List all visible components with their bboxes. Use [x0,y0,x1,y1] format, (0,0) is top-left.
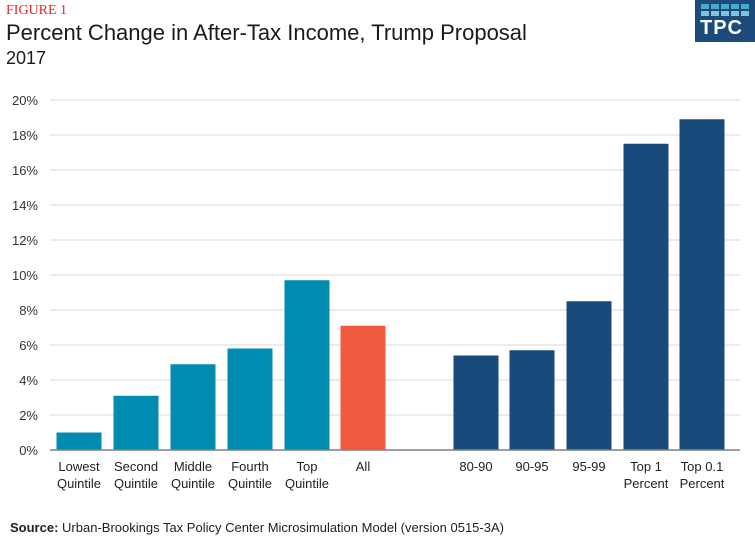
x-tick-label: Percent [680,476,725,491]
figure-label: FIGURE 1 [6,3,68,18]
bar [170,364,216,450]
x-tick-label: Quintile [57,476,101,491]
y-tick-label: 10% [12,268,38,283]
y-tick-label: 14% [12,198,38,213]
x-tick-label: Top 1 [630,459,662,474]
x-tick-label: All [356,459,371,474]
bar [566,301,612,450]
x-tick-label: Quintile [228,476,272,491]
x-tick-label: Second [114,459,158,474]
tpc-logo: TPC [695,0,755,42]
x-tick-label: Middle [174,459,212,474]
y-tick-label: 16% [12,163,38,178]
y-tick-label: 6% [19,338,38,353]
bar [56,432,102,450]
x-tick-label: 80-90 [459,459,492,474]
bar [227,348,273,450]
x-tick-label: Quintile [285,476,329,491]
x-tick-label: 90-95 [515,459,548,474]
logo-grid-icon [701,4,749,16]
bar [509,350,555,450]
y-tick-label: 20% [12,93,38,108]
y-tick-label: 0% [19,443,38,458]
x-tick-label: Percent [624,476,669,491]
source-note: Source: Urban-Brookings Tax Policy Cente… [10,520,504,535]
y-tick-label: 18% [12,128,38,143]
x-tick-label: Top [297,459,318,474]
bar [623,143,669,450]
x-tick-label: Lowest [58,459,100,474]
bar [453,355,499,450]
y-tick-label: 2% [19,408,38,423]
y-tick-label: 4% [19,373,38,388]
chart-title: Percent Change in After-Tax Income, Trum… [6,20,527,45]
y-tick-label: 12% [12,233,38,248]
y-tick-label: 8% [19,303,38,318]
source-text: Urban-Brookings Tax Policy Center Micros… [62,520,504,535]
chart-subtitle: 2017 [6,48,47,68]
source-label: Source: [10,520,59,535]
bar [284,280,330,450]
x-tick-label: Top 0.1 [681,459,724,474]
x-tick-label: Fourth [231,459,269,474]
bar [679,119,725,450]
logo-text: TPC [700,17,743,39]
bar [340,325,386,450]
x-tick-label: Quintile [114,476,158,491]
x-tick-label: 95-99 [572,459,605,474]
bar [113,395,159,450]
x-tick-label: Quintile [171,476,215,491]
